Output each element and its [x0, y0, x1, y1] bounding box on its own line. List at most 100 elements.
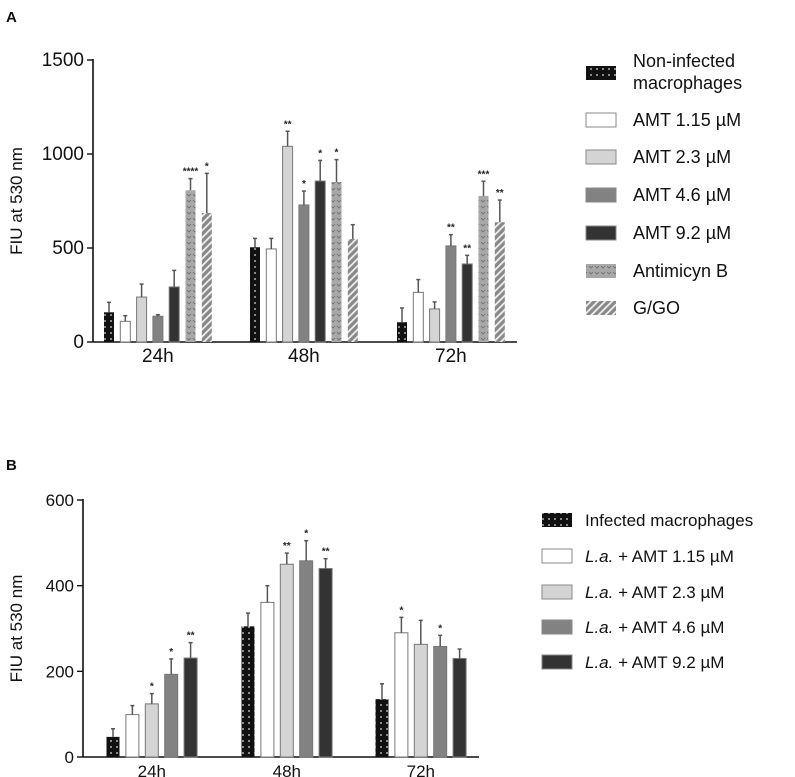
significance-label: **: [283, 541, 291, 552]
bar: [412, 291, 424, 343]
bar: [314, 180, 326, 343]
legend-swatch: [586, 301, 616, 315]
bar: [183, 657, 198, 758]
significance-label: **: [496, 188, 504, 199]
legend-label-species: L.a.: [585, 618, 613, 637]
bar: [318, 568, 333, 758]
bar: [279, 563, 294, 758]
significance-label: **: [322, 547, 330, 558]
significance-label: *: [438, 623, 442, 634]
bar: [164, 673, 179, 758]
legend-swatch: [585, 149, 617, 165]
significance-label: ****: [183, 167, 199, 178]
bar: [413, 643, 428, 758]
y-tick-label: 1000: [42, 144, 84, 165]
significance-label: *: [302, 179, 306, 190]
y-tick-label: 1500: [42, 50, 84, 71]
bar: [241, 626, 255, 757]
y-tick-label: 0: [65, 748, 74, 767]
bar: [397, 322, 407, 342]
bar: [136, 296, 148, 343]
y-tick-label: 600: [46, 491, 74, 510]
legend-label: AMT 4.6 µM: [633, 185, 731, 205]
legend-label: Infected macrophages: [585, 511, 753, 530]
legend-swatch: [542, 513, 572, 527]
y-axis-label: FIU at 530 nm: [7, 147, 26, 255]
bar: [461, 263, 473, 343]
bar: [375, 699, 389, 757]
bar: [265, 248, 277, 343]
legend-label: L.a. + AMT 1.15 µM: [585, 547, 734, 566]
legend-label: G/GO: [633, 298, 680, 318]
y-tick-label: 400: [46, 577, 74, 596]
legend-swatch: [541, 584, 573, 600]
bar: [201, 213, 212, 342]
x-tick-label: 48h: [288, 346, 320, 367]
panel-label-b: B: [6, 457, 17, 474]
panel-label-a: A: [6, 9, 17, 26]
x-tick-label: 72h: [407, 762, 435, 777]
legend-label-treatment: + AMT 2.3 µM: [613, 583, 724, 602]
significance-label: **: [463, 243, 471, 254]
significance-label: *: [169, 647, 173, 658]
x-tick-label: 24h: [138, 762, 166, 777]
legend-swatch: [541, 548, 573, 564]
legend-label-treatment: + AMT 9.2 µM: [613, 653, 724, 672]
legend-label: L.a. + AMT 2.3 µM: [585, 583, 724, 602]
x-tick-label: 72h: [435, 346, 467, 367]
bar: [250, 247, 260, 342]
legend-swatch: [586, 264, 616, 278]
significance-label: **: [284, 119, 292, 130]
legend-label: AMT 2.3 µM: [633, 147, 731, 167]
legend-label: L.a. + AMT 9.2 µM: [585, 653, 724, 672]
legend-label-line: macrophages: [633, 73, 742, 93]
bar: [119, 320, 131, 343]
bar: [452, 657, 467, 758]
bar: [106, 736, 120, 757]
legend-swatch: [585, 225, 617, 241]
significance-label: **: [187, 631, 195, 642]
legend-label-treatment: + AMT 4.6 µM: [613, 618, 724, 637]
legend-label-treatment: + AMT 1.15 µM: [613, 547, 734, 566]
significance-label: *: [304, 529, 308, 540]
significance-label: *: [150, 682, 154, 693]
significance-label: *: [335, 148, 339, 159]
bar: [347, 238, 358, 342]
y-axis-label: FIU at 530 nm: [7, 575, 26, 683]
bar: [494, 222, 505, 342]
legend-label-species: L.a.: [585, 547, 613, 566]
legend-label: L.a. + AMT 4.6 µM: [585, 618, 724, 637]
legend-label-species: L.a.: [585, 653, 613, 672]
significance-label: ***: [478, 169, 490, 180]
bar: [298, 204, 310, 343]
significance-label: *: [318, 148, 322, 159]
bar: [260, 601, 275, 758]
bar: [299, 560, 314, 758]
bar: [125, 714, 140, 758]
legend-swatch: [541, 654, 573, 670]
legend-swatch: [586, 66, 616, 80]
bar: [282, 145, 294, 343]
bar: [394, 632, 409, 758]
y-tick-label: 200: [46, 662, 74, 681]
bar: [152, 315, 164, 343]
x-tick-label: 48h: [273, 762, 301, 777]
x-tick-label: 24h: [142, 346, 174, 367]
significance-label: *: [399, 605, 403, 616]
bar: [445, 245, 457, 343]
legend-label-line: Non-infected: [633, 51, 735, 71]
bar: [433, 645, 448, 758]
bar: [478, 195, 489, 342]
legend-swatch: [541, 619, 573, 635]
y-tick-label: 0: [73, 332, 84, 353]
significance-label: *: [205, 161, 209, 172]
legend-label: AMT 9.2 µM: [633, 223, 731, 243]
y-tick-label: 500: [52, 238, 84, 259]
legend-label-species: L.a.: [585, 583, 613, 602]
bar: [331, 182, 342, 342]
bar: [104, 312, 114, 342]
significance-label: **: [447, 223, 455, 234]
legend-label: Antimicyn B: [633, 261, 728, 281]
